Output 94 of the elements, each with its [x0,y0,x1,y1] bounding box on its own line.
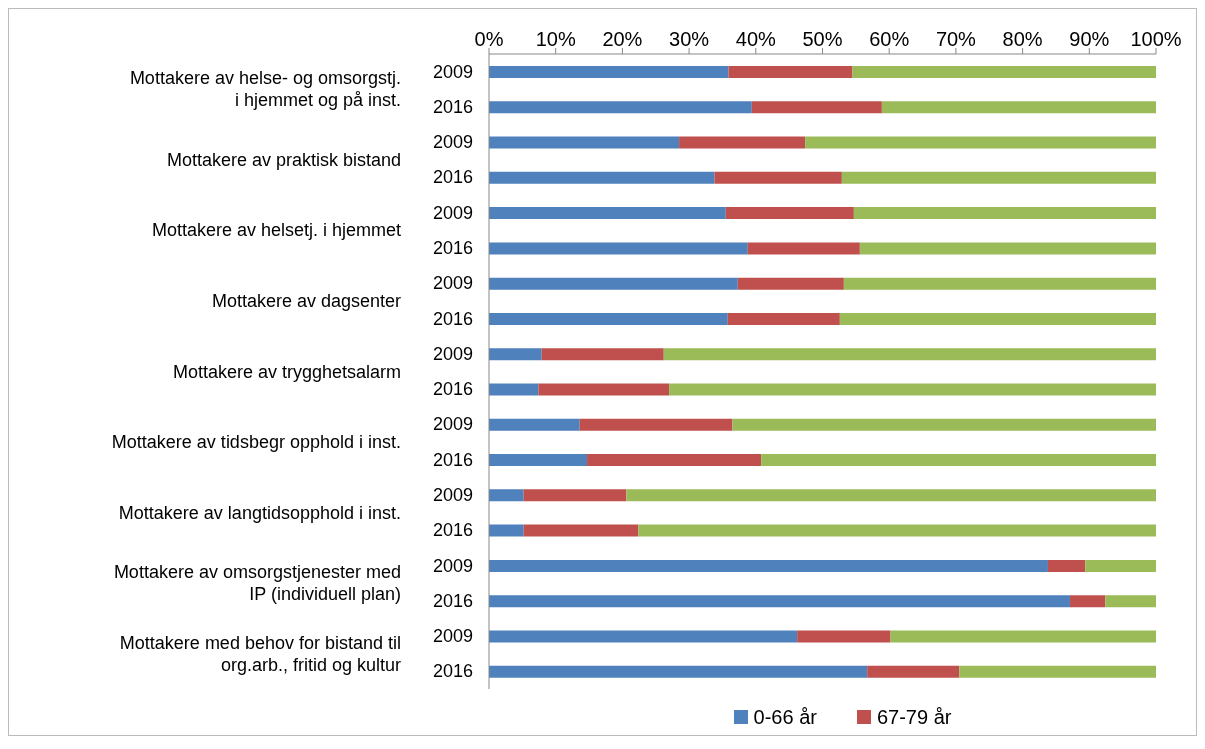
y-tick-label: 2016 [432,379,473,400]
y-tick-label: 2016 [432,96,473,117]
bar [751,101,882,114]
text: Mottakere av dagsenter [211,290,401,311]
bar [839,312,1156,325]
bar [489,418,580,431]
bar [587,454,762,467]
bar [541,348,664,361]
bar [523,489,627,502]
bar [679,136,806,149]
text: Mottakere av omsorgstjenester med IP (individuell plan) [113,562,401,605]
bar [853,207,1156,220]
text: Mottakere av praktisk bistand [166,149,401,170]
bar [489,559,1048,572]
y-tick-label: 2009 [432,626,473,647]
text: Mottakere av tidsbegr opphold i inst. [111,432,401,453]
x-tick-label: 50% [802,28,843,50]
bar [732,418,1156,431]
text: Mottakere av helse- og omsorgstj. i hjemmet og på inst. [129,68,401,111]
x-tick-label: 20% [602,28,643,50]
bar [890,630,1156,643]
bar [663,348,1156,361]
text: Mottakere av helsetj. i hjemmet [151,220,401,241]
bar [489,101,752,114]
x-tick-label: 0% [474,28,504,50]
bar [489,630,798,643]
bar [489,524,524,537]
y-tick-label: 2009 [432,343,473,364]
bar [714,171,842,184]
y-tick-label: 2009 [432,555,473,576]
y-tick-label: 2016 [432,308,473,329]
bar [797,630,891,643]
bar [489,207,726,220]
bar [747,242,860,255]
bar [1047,559,1086,572]
bar [489,454,588,467]
bar [737,277,844,290]
bar [489,489,524,502]
text: Mottakere av langtidsopphold i inst. [118,502,401,523]
bar [489,171,715,184]
x-tick-label: 60% [869,28,910,50]
bar [579,418,733,431]
bar [489,66,729,78]
bar [1105,595,1156,608]
y-tick-label: 2016 [432,167,473,188]
y-tick-label: 2016 [432,449,473,470]
x-tick-label: 90% [1069,28,1110,50]
bar [489,312,728,325]
y-tick-label: 2009 [432,202,473,223]
bar [761,454,1156,467]
x-tick-label: 30% [669,28,710,50]
legend-label: 67-79 år [876,705,952,729]
y-tick-label: 2016 [432,590,473,611]
bar [489,277,738,290]
x-tick-label: 70% [935,28,977,50]
bar [523,524,639,537]
bar [881,101,1156,114]
x-tick-label: 100% [1130,28,1182,50]
x-tick-label: 10% [535,28,576,50]
y-tick-label: 2009 [432,132,473,153]
bar [727,312,840,325]
legend-label: 0-66 år [753,705,817,729]
y-tick-label: 2009 [432,61,473,82]
bar [728,66,853,78]
bar [959,665,1156,678]
bar [1069,595,1106,608]
bar [626,489,1156,502]
bar [859,242,1156,255]
bar [538,383,670,396]
bar [489,595,1070,608]
y-tick-label: 2016 [432,520,473,541]
bar [489,136,680,149]
bar [489,348,542,361]
text: Mottakere med behov for bistand til org.arb., fritid og kultur [119,632,401,675]
y-tick-label: 2016 [432,661,473,682]
y-tick-label: 2009 [432,273,473,294]
bar [852,66,1156,78]
bar [489,665,868,678]
bar [841,171,1156,184]
bar [843,277,1156,290]
y-tick-label: 2009 [432,484,473,505]
bar [725,207,854,220]
text: Mottakere av trygghetsalarm [172,361,401,382]
bar [867,665,960,678]
bar [489,383,539,396]
bar [638,524,1156,537]
y-tick-label: 2009 [432,414,473,435]
x-tick-label: 80% [1002,28,1043,50]
bar [1085,559,1156,572]
bar [669,383,1156,396]
bar [489,242,748,255]
x-tick-label: 40% [735,28,777,50]
bar [805,136,1156,149]
y-tick-label: 2016 [432,238,473,259]
